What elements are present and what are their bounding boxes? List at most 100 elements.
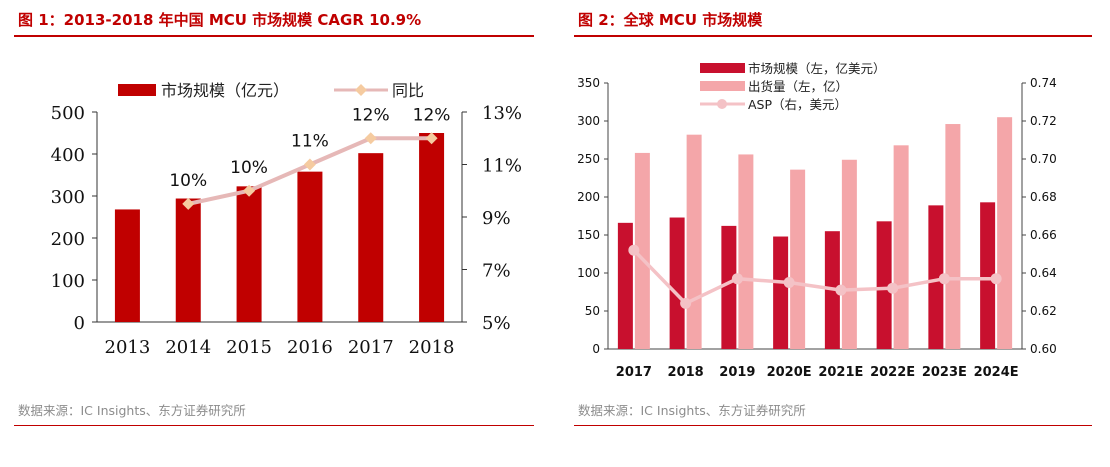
asp-marker bbox=[731, 273, 743, 285]
bar-market-size-usd bbox=[876, 221, 892, 349]
y-tick-label-right: 7% bbox=[482, 261, 511, 282]
x-tick-label: 2023E bbox=[922, 365, 967, 380]
y-tick-label-right: 5% bbox=[482, 313, 511, 334]
figure-2-title-rule bbox=[574, 35, 1092, 37]
asp-marker bbox=[990, 273, 1002, 285]
y-tick-label-left: 100 bbox=[51, 271, 85, 292]
figure-1-source: 数据来源：IC Insights、东方证券研究所 bbox=[18, 403, 246, 418]
figure-1-panel: 图 1：2013-2018 年中国 MCU 市场规模 CAGR 10.9% 市场… bbox=[0, 0, 550, 467]
legend-marker-asp bbox=[717, 99, 727, 109]
y-tick-label-left: 0 bbox=[592, 342, 600, 356]
bar-shipments bbox=[997, 117, 1013, 349]
y-tick-label-right: 0.60 bbox=[1030, 342, 1057, 356]
y-tick-label-right: 0.64 bbox=[1030, 266, 1057, 280]
y-tick-label-right: 9% bbox=[482, 208, 511, 229]
figure-2-source: 数据来源：IC Insights、东方证券研究所 bbox=[578, 403, 806, 418]
y-tick-label-right: 0.70 bbox=[1030, 152, 1057, 166]
yoy-marker bbox=[303, 158, 316, 171]
y-tick-label-left: 350 bbox=[577, 76, 600, 90]
y-tick-label-left: 50 bbox=[585, 304, 600, 318]
bar-market-size-usd bbox=[773, 236, 789, 349]
x-tick-label: 2017 bbox=[348, 337, 394, 358]
y-tick-label-right: 13% bbox=[482, 103, 522, 124]
yoy-data-label: 11% bbox=[291, 132, 329, 152]
legend-marker-yoy bbox=[355, 84, 367, 96]
figure-1-bottom-rule bbox=[14, 425, 534, 426]
x-tick-label: 2018 bbox=[409, 337, 455, 358]
figure-2-bars bbox=[617, 117, 1013, 349]
y-tick-label-left: 150 bbox=[577, 228, 600, 242]
legend-swatch-shipments bbox=[700, 81, 745, 91]
y-tick-label-left: 200 bbox=[51, 229, 85, 250]
figure-2-bottom-rule bbox=[574, 425, 1092, 426]
y-tick-label-left: 100 bbox=[577, 266, 600, 280]
y-tick-label-right: 0.72 bbox=[1030, 114, 1057, 128]
bar-market-size-usd bbox=[721, 225, 737, 349]
bar-market-size-usd bbox=[669, 217, 685, 349]
figure-1-yoy-line: 10% 10% 11% 12% 12% bbox=[169, 105, 450, 210]
figure-2-chart: 市场规模（左，亿美元） 出货量（左，亿） ASP（右，美元） 0 50 100 150… bbox=[577, 61, 1057, 380]
x-tick-label: 2016 bbox=[287, 337, 333, 358]
asp-marker bbox=[680, 297, 692, 309]
asp-line bbox=[632, 248, 997, 306]
y-tick-label-right: 11% bbox=[482, 156, 522, 177]
bar-market-size-usd bbox=[928, 205, 944, 349]
figure-2-asp-line bbox=[628, 244, 1002, 309]
figure-1-legend: 市场规模（亿元） 同比 bbox=[118, 81, 424, 100]
bar-shipments bbox=[841, 159, 857, 349]
figure-2-legend: 市场规模（左，亿美元） 出货量（左，亿） ASP（右，美元） bbox=[700, 61, 886, 112]
y-tick-label-left: 500 bbox=[51, 103, 85, 124]
y-tick-label-right: 0.68 bbox=[1030, 190, 1057, 204]
x-tick-label: 2015 bbox=[226, 337, 272, 358]
legend-label-shipments: 出货量（左，亿） bbox=[748, 79, 848, 94]
bar-shipments bbox=[686, 134, 702, 349]
x-tick-label: 2013 bbox=[105, 337, 151, 358]
figure-1-chart: 市场规模（亿元） 同比 0 100 200 300 400 500 5% 7% 9% 11% 13%… bbox=[51, 81, 522, 358]
yoy-data-label: 12% bbox=[352, 105, 390, 125]
bar-market-size-usd bbox=[617, 222, 633, 349]
legend-label-yoy: 同比 bbox=[392, 81, 424, 100]
y-tick-label-left: 300 bbox=[51, 187, 85, 208]
figure-2-title: 图 2：全球 MCU 市场规模 bbox=[578, 11, 763, 29]
x-tick-label: 2024E bbox=[974, 365, 1019, 380]
x-tick-label: 2017 bbox=[616, 365, 652, 380]
bar-shipments bbox=[790, 169, 806, 349]
asp-marker bbox=[835, 284, 847, 296]
bar-shipments bbox=[634, 152, 650, 349]
yoy-marker bbox=[425, 132, 438, 145]
yoy-data-label: 10% bbox=[169, 171, 207, 191]
figure-1-title: 图 1：2013-2018 年中国 MCU 市场规模 CAGR 10.9% bbox=[18, 11, 422, 29]
yoy-marker bbox=[182, 197, 195, 210]
asp-marker bbox=[938, 273, 950, 285]
x-tick-label: 2021E bbox=[818, 365, 863, 380]
bar-market-size bbox=[236, 186, 262, 322]
legend-swatch-market-size bbox=[118, 84, 156, 96]
y-tick-label-right: 0.74 bbox=[1030, 76, 1057, 90]
bar-market-size bbox=[297, 171, 323, 322]
asp-marker bbox=[887, 282, 899, 294]
legend-label-market-size: 市场规模（亿元） bbox=[161, 81, 289, 100]
figure-2-panel: 图 2：全球 MCU 市场规模 市场规模（左，亿美元） 出货量（左，亿） ASP… bbox=[560, 0, 1110, 467]
bar-market-size bbox=[175, 198, 201, 322]
y-tick-label-left: 250 bbox=[577, 152, 600, 166]
y-tick-label-right: 0.62 bbox=[1030, 304, 1057, 318]
y-tick-label-left: 0 bbox=[74, 313, 85, 334]
y-tick-label-left: 300 bbox=[577, 114, 600, 128]
x-tick-label: 2022E bbox=[870, 365, 915, 380]
legend-label-asp: ASP（右，美元） bbox=[748, 97, 847, 112]
yoy-data-label: 10% bbox=[230, 158, 268, 178]
x-tick-label: 2018 bbox=[668, 365, 704, 380]
x-tick-label: 2020E bbox=[767, 365, 812, 380]
bar-market-size bbox=[114, 209, 140, 322]
asp-marker bbox=[783, 277, 795, 288]
figure-1-title-rule bbox=[14, 35, 534, 37]
y-tick-label-left: 400 bbox=[51, 145, 85, 166]
legend-swatch-market-size-usd bbox=[700, 63, 745, 73]
yoy-marker bbox=[364, 132, 377, 145]
yoy-marker bbox=[243, 184, 256, 197]
y-tick-label-right: 0.66 bbox=[1030, 228, 1057, 242]
bar-market-size-usd bbox=[980, 202, 996, 349]
x-tick-label: 2019 bbox=[719, 365, 755, 380]
asp-marker bbox=[628, 244, 640, 256]
figure-1-bars bbox=[114, 133, 445, 322]
